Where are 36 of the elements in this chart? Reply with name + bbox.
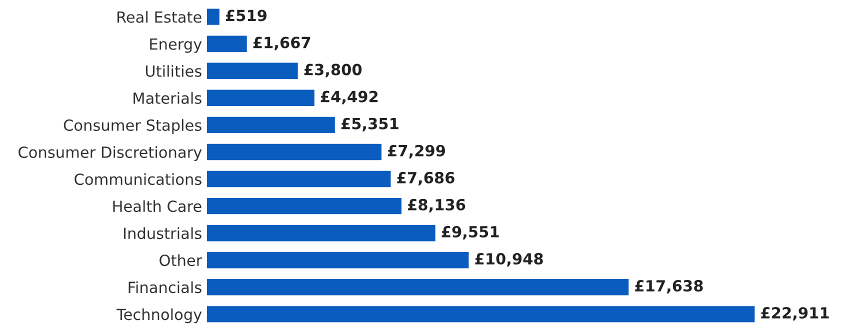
bar: [207, 279, 629, 296]
bar: [207, 198, 402, 214]
y-tick-label: Real Estate: [117, 11, 202, 23]
data-label: £7,299: [388, 144, 446, 158]
bar: [207, 306, 755, 322]
y-tick-label: Utilities: [146, 65, 202, 77]
data-label: £5,351: [341, 118, 398, 132]
y-tick-label: Technology: [116, 308, 202, 324]
bar: [207, 36, 247, 52]
bar: [207, 62, 298, 79]
data-label: £8,136: [408, 198, 466, 212]
bar: [207, 8, 220, 25]
y-tick-label: Energy: [150, 38, 202, 53]
y-tick-label: Communications: [74, 173, 202, 186]
bar: [207, 252, 469, 268]
data-label: £7,686: [397, 172, 454, 186]
y-tick-label: Financials: [128, 281, 202, 294]
data-label: £22,911: [761, 307, 829, 321]
data-label: £17,638: [635, 280, 703, 294]
y-tick-label: Consumer Staples: [64, 119, 202, 134]
data-label: £9,551: [442, 226, 499, 240]
data-label: £4,492: [320, 90, 378, 104]
y-tick-label: Health Care: [113, 200, 202, 212]
y-tick-label: Materials: [134, 92, 202, 104]
data-label: £3,800: [304, 64, 362, 78]
bar: [207, 90, 314, 106]
data-label: £519: [226, 10, 267, 22]
data-label: £10,948: [475, 252, 543, 266]
bar: [207, 224, 436, 242]
bar: [207, 116, 335, 134]
bar: [207, 170, 391, 188]
data-label: £1,667: [253, 36, 310, 50]
y-tick-label: Industrials: [124, 227, 202, 240]
y-tick-label: Consumer Discretionary: [18, 146, 202, 161]
bar: [207, 144, 382, 160]
y-tick-label: Other: [160, 254, 202, 266]
